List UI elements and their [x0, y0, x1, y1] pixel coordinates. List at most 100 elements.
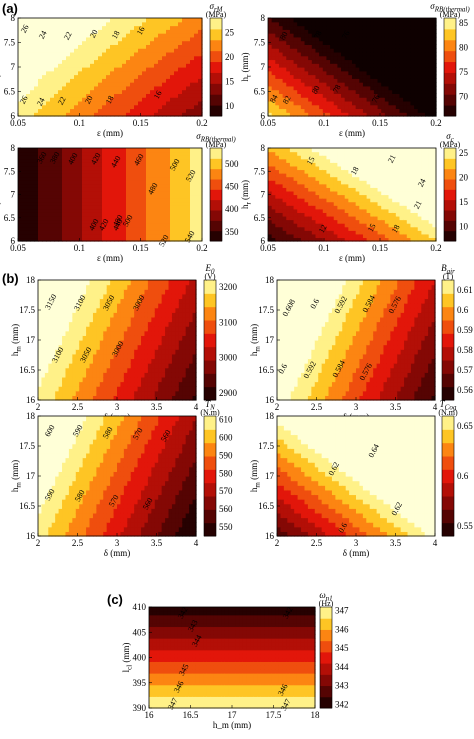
contour-cell	[289, 219, 295, 224]
contour-cell	[174, 169, 179, 174]
contour-cell	[289, 21, 295, 27]
contour-cell	[403, 93, 408, 98]
contour-cell	[319, 55, 324, 61]
contour-cell	[190, 162, 195, 167]
contour-cell	[58, 85, 63, 91]
contour-cell	[150, 89, 155, 94]
contour-cell	[268, 223, 273, 228]
contour-cell	[90, 40, 95, 45]
contour-cell	[417, 226, 422, 231]
contour-cell	[70, 55, 75, 61]
contour-cell	[130, 36, 135, 42]
contour-cell	[62, 205, 67, 210]
contour-cell	[271, 230, 276, 235]
contour-cell	[293, 190, 298, 196]
contour-cell	[58, 190, 63, 196]
contour-cell	[370, 223, 375, 228]
contour-cell	[138, 148, 143, 153]
contour-cell	[410, 36, 415, 42]
contour-cell	[170, 215, 175, 221]
contour-cell	[94, 70, 99, 76]
contour-cell	[178, 151, 183, 156]
contour-cell	[388, 82, 393, 87]
contour-cell	[362, 21, 368, 27]
contour-cell	[355, 151, 360, 156]
contour-cell	[366, 205, 371, 210]
contour-cell	[98, 51, 103, 57]
contour-cell	[54, 82, 59, 87]
contour-cell	[308, 194, 313, 199]
contour-cell	[384, 44, 390, 49]
contour-cell	[388, 223, 393, 228]
contour-cell	[118, 59, 123, 64]
contour-cell	[392, 165, 397, 171]
contour-cell	[150, 104, 155, 110]
contour-cell	[366, 85, 371, 91]
contour-cell	[275, 97, 280, 102]
contour-cell	[150, 21, 155, 27]
contour-cell	[348, 205, 353, 210]
contour-cell	[352, 29, 357, 34]
contour-cell	[170, 176, 175, 181]
contour-cell	[414, 74, 419, 79]
contour-cell	[74, 190, 79, 196]
contour-cell	[355, 180, 360, 185]
contour-cell	[110, 63, 115, 68]
contour-cell	[381, 82, 386, 87]
contour-cell	[182, 169, 187, 174]
contour-cell	[50, 108, 55, 113]
contour-cell	[403, 201, 408, 206]
contour-cell	[275, 180, 280, 185]
contour-cell	[182, 97, 187, 102]
contour-cell	[178, 89, 183, 94]
colorbar-tick-label: 10	[459, 221, 469, 231]
contour-cell	[392, 18, 397, 23]
contour-cell	[384, 180, 390, 185]
contour-cell	[315, 205, 320, 210]
contour-cell	[130, 233, 135, 239]
contour-cell	[30, 187, 35, 192]
contour-cell	[114, 33, 119, 38]
contour-plot-3: 0.05 0.1 0.15 0.266.577.58ε (mm)hr (mm)2124…	[240, 131, 469, 263]
contour-cell	[154, 59, 159, 64]
contour-cell	[138, 93, 143, 98]
contour-cell	[78, 223, 83, 228]
contour-cell	[275, 108, 280, 113]
contour-cell	[381, 100, 386, 106]
contour-cell	[90, 201, 95, 206]
contour-cell	[106, 78, 111, 83]
contour-cell	[341, 212, 346, 217]
contour-cell	[381, 155, 386, 160]
contour-cell	[102, 169, 107, 174]
contour-cell	[30, 165, 35, 171]
contour-cell	[278, 158, 284, 163]
contour-cell	[26, 169, 31, 174]
contour-cell	[34, 223, 39, 228]
contour-cell	[275, 93, 280, 98]
contour-cell	[194, 112, 199, 117]
contour-cell	[50, 176, 55, 181]
contour-cell	[186, 67, 191, 72]
contour-cell	[355, 219, 360, 224]
contour-cell	[82, 219, 87, 224]
contour-cell	[34, 201, 39, 206]
contour-cell	[370, 70, 375, 76]
contour-cell	[425, 215, 430, 221]
contour-cell	[38, 330, 43, 336]
contour-cell	[110, 212, 115, 217]
contour-cell	[293, 230, 298, 235]
contour-cell	[322, 198, 328, 203]
contour-cell	[399, 215, 404, 221]
contour-cell	[74, 212, 79, 217]
contour-cell	[126, 223, 131, 228]
contour-cell	[322, 78, 328, 83]
contour-cell	[293, 201, 298, 206]
contour-cell	[355, 155, 360, 160]
contour-cell	[289, 29, 295, 34]
contour-cell	[388, 233, 393, 239]
contour-cell	[118, 162, 123, 167]
contour-cell	[428, 215, 433, 221]
contour-cell	[384, 85, 390, 91]
contour-cell	[50, 151, 55, 156]
contour-cell	[146, 25, 151, 30]
